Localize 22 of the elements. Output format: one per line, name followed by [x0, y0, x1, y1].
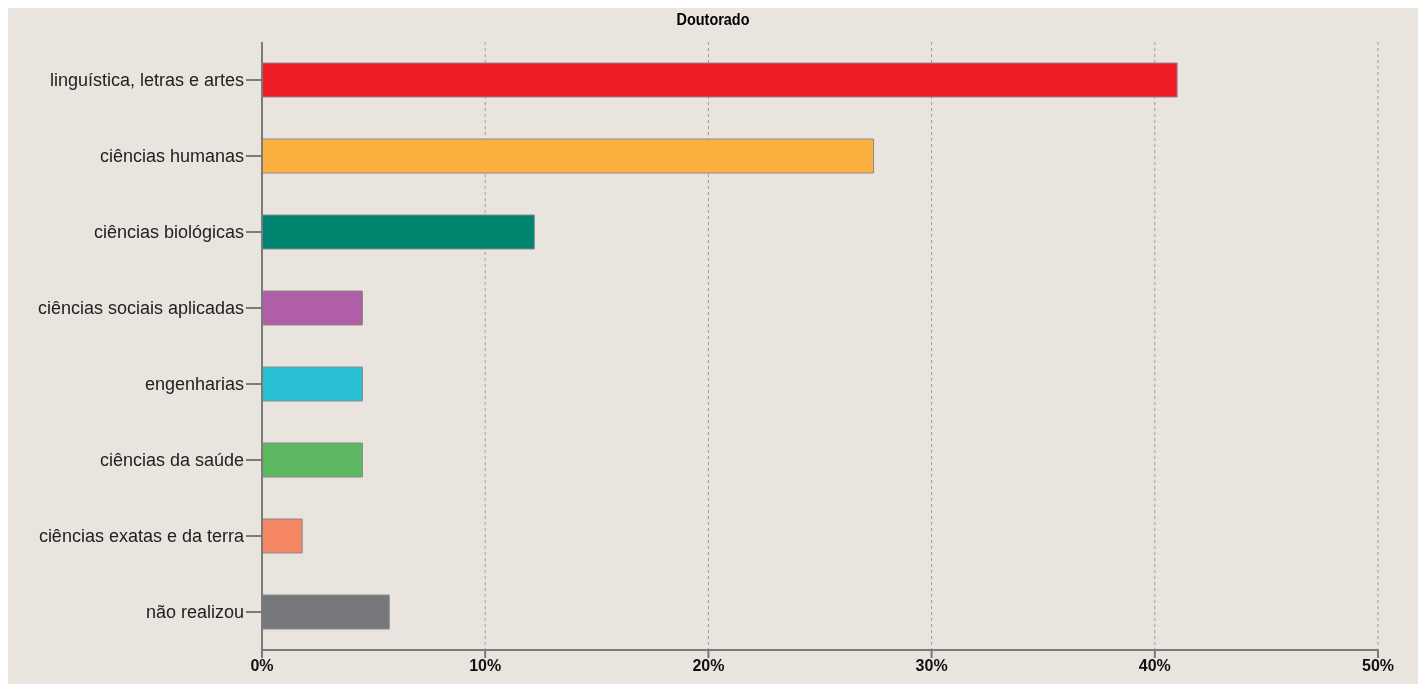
y-tick-label: ciências biológicas — [93, 222, 244, 243]
x-tick-label: 50% — [1361, 657, 1395, 675]
bar — [262, 518, 303, 554]
x-tick-label: 20% — [692, 657, 725, 675]
y-tick-label: linguística, letras e artes — [49, 70, 244, 91]
y-tick-label: engenharias — [144, 374, 244, 395]
x-tick-label: 30% — [915, 657, 948, 675]
y-tick-label: ciências sociais aplicadas — [37, 298, 244, 319]
bar — [262, 442, 363, 478]
x-tick-label: 10% — [469, 657, 502, 675]
bar — [262, 290, 363, 326]
x-tick-label: 0% — [250, 657, 274, 675]
y-tick-label: não realizou — [145, 602, 244, 623]
y-tick-label: ciências humanas — [99, 146, 244, 167]
bar — [262, 214, 535, 250]
y-tick-label: ciências da saúde — [99, 450, 244, 471]
chart-title: Doutorado — [675, 9, 751, 31]
bar — [262, 138, 875, 174]
x-tick-label: 40% — [1138, 657, 1171, 675]
bar — [262, 366, 363, 402]
bar — [262, 62, 1178, 98]
y-tick-label: ciências exatas e da terra — [38, 526, 245, 547]
